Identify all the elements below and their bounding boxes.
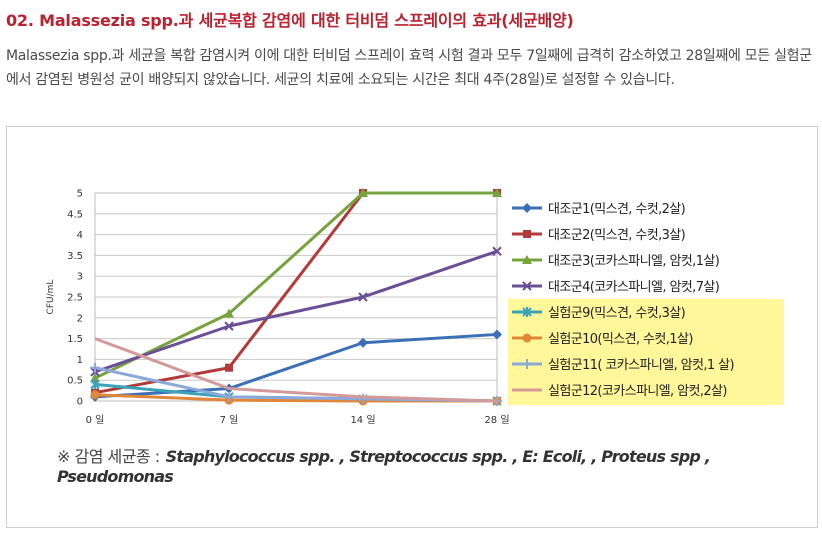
point-marker xyxy=(90,362,100,373)
y-tick-label: 4.5 xyxy=(67,209,83,220)
line-chart: 0 0.5 1 1.5 2 2.5 3 3.5 4 4.5 5 0 일 7 일 14 일 28 일 CFU/m… xyxy=(46,188,784,426)
x-tick-label: 14 일 xyxy=(350,414,375,426)
y-tick-label: 1 xyxy=(77,355,83,366)
point-marker xyxy=(492,188,502,197)
description-text: Malassezia spp.과 세균을 복합 감염시켜 이에 대한 터비덤 스… xyxy=(6,48,812,88)
point-marker xyxy=(358,188,368,197)
point-marker xyxy=(90,373,100,383)
note-prefix: ※ 감염 세균종 : xyxy=(57,447,160,466)
point-marker xyxy=(90,379,100,390)
point-marker xyxy=(90,390,100,400)
point-marker xyxy=(522,307,532,317)
legend-label: 대조군3(코카스파니엘, 암컷,1살) xyxy=(548,254,719,269)
series-line xyxy=(94,337,498,403)
legend-label: 대조군2(믹스견, 수컷,3살) xyxy=(548,228,685,243)
legend-label: 실험군12(코카스파니엘, 암컷,2살) xyxy=(548,384,727,399)
point-marker xyxy=(522,359,532,369)
legend-label: 대조군4(코카스파니엘, 암컷,7살) xyxy=(548,280,719,295)
y-tick-label: 5 xyxy=(77,189,83,200)
y-tick-label: 4 xyxy=(77,230,83,241)
y-tick-label: 1.5 xyxy=(67,334,83,345)
point-marker xyxy=(224,391,234,402)
legend-label: 대조군1(믹스견, 수컷,2살) xyxy=(548,202,685,217)
point-marker xyxy=(358,292,368,302)
y-tick-label: 2 xyxy=(77,313,83,324)
series-line xyxy=(94,332,498,399)
y-tick-label: 0.5 xyxy=(67,376,83,387)
point-marker xyxy=(522,203,532,213)
x-tick-label: 0 일 xyxy=(86,414,105,426)
point-marker xyxy=(492,329,502,340)
point-marker xyxy=(522,281,532,291)
x-tick-label: 7 일 xyxy=(220,414,239,426)
series-line xyxy=(94,191,497,380)
x-tick-label: 28 일 xyxy=(484,414,509,426)
legend-highlight xyxy=(508,299,784,405)
point-marker xyxy=(523,230,531,238)
y-axis-title: CFU/mL xyxy=(46,280,56,315)
y-tick-label: 0 xyxy=(77,397,83,408)
point-marker xyxy=(224,321,234,331)
infection-note: ※ 감염 세균종 : Staphylococcus spp. , Streptoc… xyxy=(57,443,817,486)
series-line xyxy=(94,249,498,374)
chart-container: 0 0.5 1 1.5 2 2.5 3 3.5 4 4.5 5 0 일 7 일 14 일 28 일 CFU/m… xyxy=(6,126,818,528)
legend-label: 실험군10(믹스견, 수컷,1살) xyxy=(548,332,693,347)
legend-label: 실험군9(믹스견, 수컷,3살) xyxy=(548,306,685,321)
note-species: Staphylococcus spp. , Streptococcus spp.… xyxy=(57,447,711,486)
point-marker xyxy=(522,255,532,264)
y-tick-label: 2.5 xyxy=(67,293,83,304)
point-marker xyxy=(522,333,532,343)
y-tick-label: 3 xyxy=(77,272,83,283)
point-marker xyxy=(492,246,502,256)
page-heading: 02. Malassezia spp.과 세균복합 감염에 대한 터비덤 스프레… xyxy=(6,11,574,30)
legend-label: 실험군11( 코카스파니엘, 암컷,1 살) xyxy=(548,358,734,373)
point-marker xyxy=(358,337,368,348)
series-line xyxy=(94,191,497,395)
point-marker xyxy=(225,363,233,372)
y-tick-label: 3.5 xyxy=(67,251,83,262)
point-marker xyxy=(224,308,234,318)
